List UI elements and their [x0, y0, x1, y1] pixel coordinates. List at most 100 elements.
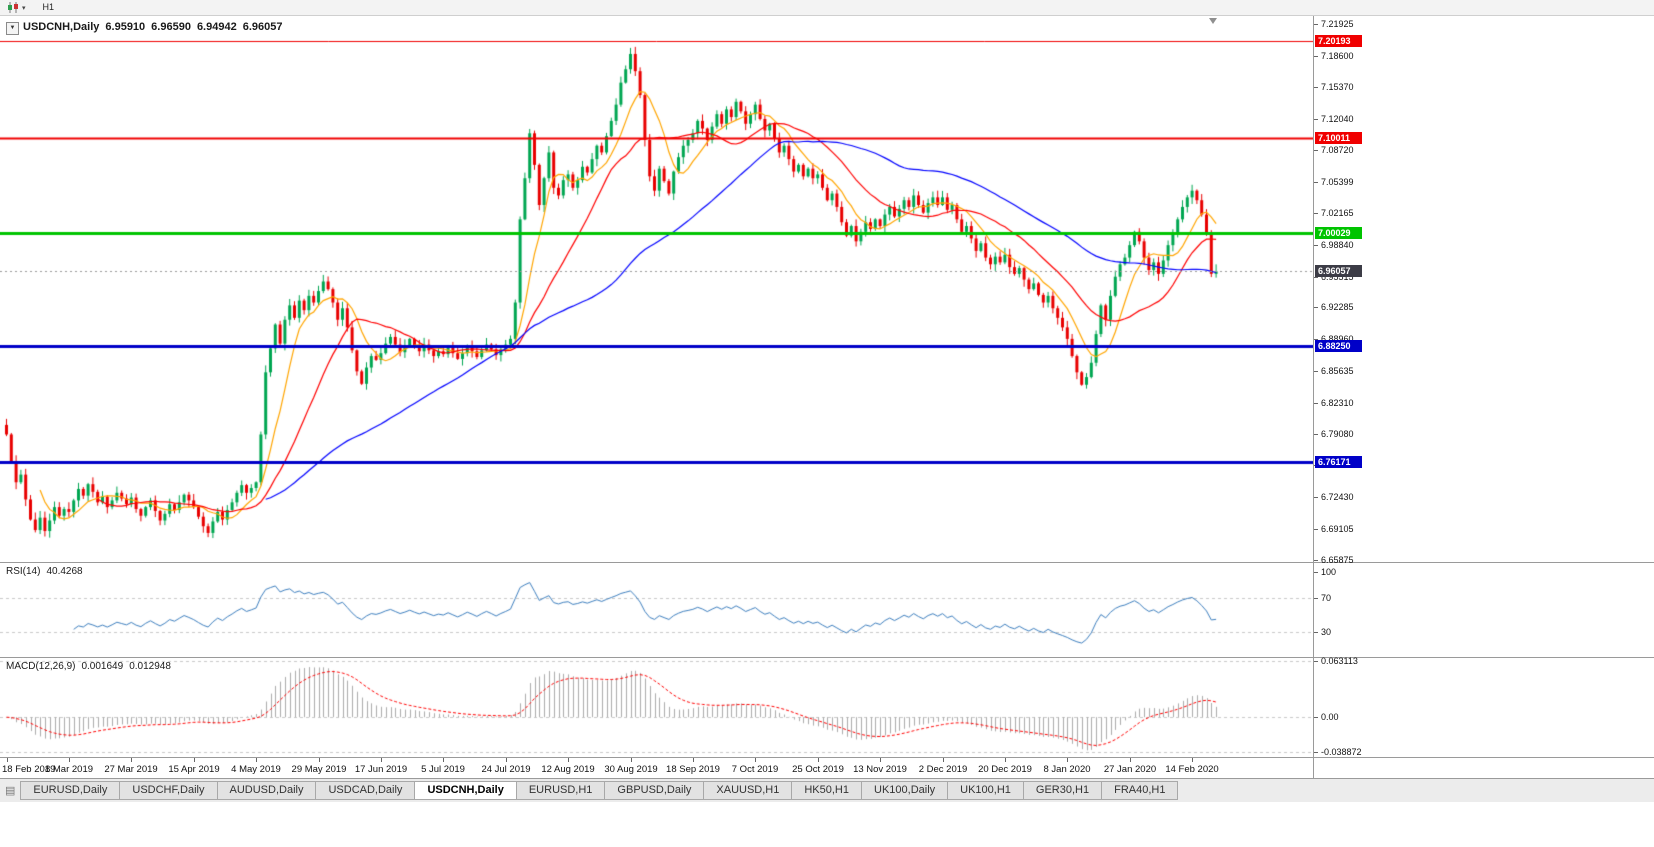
tab-audusd-daily[interactable]: AUDUSD,Daily: [216, 781, 317, 800]
axis-tick-label: 6.72430: [1321, 492, 1354, 502]
axis-tick-label: 7.02165: [1321, 208, 1354, 218]
axis-tick-label: 0.063113: [1321, 656, 1358, 666]
time-tickmark: [818, 758, 819, 762]
chart-tabs: EURUSD,Daily USDCHF,Daily AUDUSD,Daily USDC…: [20, 781, 1179, 800]
time-tickmark: [506, 758, 507, 762]
time-axis-label: 20 Dec 2019: [978, 764, 1032, 775]
axis-tickmark: [1314, 632, 1318, 633]
time-axis-label: 8 Jan 2020: [1043, 764, 1091, 775]
axis-tickmark: [1314, 24, 1318, 25]
rsi-canvas[interactable]: [0, 563, 1313, 657]
tab-xauusd-h1[interactable]: XAUUSD,H1: [703, 781, 793, 800]
axis-tick-label: 6.95515: [1321, 272, 1354, 282]
chart-shift-marker[interactable]: [1209, 18, 1217, 24]
axis-tickmark: [1314, 434, 1318, 435]
chart-menu-icon[interactable]: ▼: [6, 22, 19, 35]
time-axis-label: 25 Oct 2019: [792, 764, 844, 775]
chart-type-dropdown[interactable]: ▾: [3, 1, 30, 15]
axis-tick-label: 7.15370: [1321, 82, 1354, 92]
axis-tickmark: [1314, 213, 1318, 214]
tab-fra40-h1[interactable]: FRA40,H1: [1101, 781, 1179, 800]
time-axis-label: 14 Feb 2020: [1165, 764, 1219, 775]
axis-tick-label: 6.92285: [1321, 302, 1354, 312]
axis-tick-label: 6.98840: [1321, 240, 1354, 250]
time-axis-label: 5 Jul 2019: [421, 764, 465, 775]
axis-tick-label: 7.21925: [1321, 19, 1354, 29]
time-tickmark: [7, 758, 8, 762]
axis-tick-label: 7.05399: [1321, 177, 1354, 187]
time-tickmark: [631, 758, 632, 762]
time-axis-label: 17 Jun 2019: [354, 764, 408, 775]
pane-separator[interactable]: [0, 562, 1654, 563]
axis-tickmark: [1314, 56, 1318, 57]
macd-canvas[interactable]: [0, 658, 1313, 757]
axis-tick-label: 6.69105: [1321, 524, 1354, 534]
time-tickmark: [880, 758, 881, 762]
axis-tick-label: 100: [1321, 567, 1337, 577]
axis-tick-label: 7.12040: [1321, 114, 1354, 124]
time-tickmark: [443, 758, 444, 762]
pane-separator[interactable]: [0, 657, 1654, 658]
timeframe-h1-button[interactable]: H1: [42, 2, 55, 12]
time-tickmark: [69, 758, 70, 762]
tab-usdcad-daily[interactable]: USDCAD,Daily: [315, 781, 416, 800]
price-axis[interactable]: 7.21925 7.18600 7.15370 7.12040 7.08720 7.053…: [1314, 16, 1654, 778]
price-line-badge-6.76171[interactable]: 6.76171: [1315, 456, 1362, 468]
axis-tickmark: [1314, 572, 1318, 573]
time-tickmark: [1192, 758, 1193, 762]
time-axis-label: 13 Nov 2019: [853, 764, 907, 775]
tab-uk100-h1[interactable]: UK100,H1: [947, 781, 1024, 800]
time-axis[interactable]: 18 Feb 2019 8 Mar 2019 27 Mar 2019 15 Apr 2…: [0, 758, 1313, 778]
axis-tickmark: [1314, 529, 1318, 530]
axis-tick-label: 6.82310: [1321, 398, 1354, 408]
price-line-badge-6.96057[interactable]: 6.96057: [1315, 265, 1362, 277]
tab-usdchf-daily[interactable]: USDCHF,Daily: [119, 781, 218, 800]
time-tickmark: [1130, 758, 1131, 762]
tab-uk100-daily[interactable]: UK100,Daily: [861, 781, 949, 800]
time-axis-label: 4 May 2019: [231, 764, 281, 775]
tab-eurusd-daily[interactable]: EURUSD,Daily: [20, 781, 121, 800]
axis-tickmark: [1314, 560, 1318, 561]
axis-tick-label: 7.18600: [1321, 51, 1354, 61]
axis-tickmark: [1314, 150, 1318, 151]
rsi-indicator-label: RSI(14) 40.4268: [6, 566, 83, 577]
tab-hk50-h1[interactable]: HK50,H1: [791, 781, 862, 800]
price-line-badge-6.88250[interactable]: 6.88250: [1315, 340, 1362, 352]
time-axis-label: 27 Mar 2019: [104, 764, 158, 775]
tab-eurusd-h1[interactable]: EURUSD,H1: [515, 781, 606, 800]
macd-signal-value: 0.012948: [129, 661, 171, 672]
time-tickmark: [256, 758, 257, 762]
axis-tick-label: 0.00: [1321, 712, 1339, 722]
time-tickmark: [943, 758, 944, 762]
time-tickmark: [131, 758, 132, 762]
price-line-badge-7.20193[interactable]: 7.20193: [1315, 35, 1362, 47]
time-tickmark: [693, 758, 694, 762]
symbol-timeframe-label: USDCNH,Daily: [23, 21, 100, 33]
pane-separator: [0, 757, 1654, 758]
axis-tickmark: [1314, 403, 1318, 404]
axis-tick-label: 6.85635: [1321, 366, 1354, 376]
time-axis-label: 30 Aug 2019: [604, 764, 658, 775]
time-axis-label: 29 May 2019: [291, 764, 347, 775]
tab-gbpusd-daily[interactable]: GBPUSD,Daily: [604, 781, 705, 800]
rsi-value: 40.4268: [46, 566, 83, 577]
axis-tickmark: [1314, 307, 1318, 308]
tab-ger30-h1[interactable]: GER30,H1: [1022, 781, 1103, 800]
time-axis-label: 18 Feb 2019: [2, 764, 56, 775]
price-line-badge-7.00029[interactable]: 7.00029: [1315, 227, 1362, 239]
axis-tick-label: 6.65875: [1321, 555, 1354, 565]
tab-usdcnh-daily[interactable]: USDCNH,Daily: [414, 781, 517, 800]
candlestick-chart-icon: [8, 2, 18, 13]
time-axis-label: 8 Mar 2019: [44, 764, 94, 775]
time-tickmark: [1005, 758, 1006, 762]
time-tickmark: [319, 758, 320, 762]
macd-indicator-label: MACD(12,26,9) 0.001649 0.012948: [6, 661, 171, 672]
time-axis-label: 12 Aug 2019: [541, 764, 595, 775]
price-line-badge-7.10011[interactable]: 7.10011: [1315, 132, 1362, 144]
axis-tick-label: 70: [1321, 593, 1332, 603]
main-chart-canvas[interactable]: [0, 16, 1313, 562]
rsi-name: RSI(14): [6, 566, 41, 577]
axis-tickmark: [1314, 182, 1318, 183]
window-list-icon[interactable]: ▤: [5, 785, 16, 797]
axis-tickmark: [1314, 87, 1318, 88]
